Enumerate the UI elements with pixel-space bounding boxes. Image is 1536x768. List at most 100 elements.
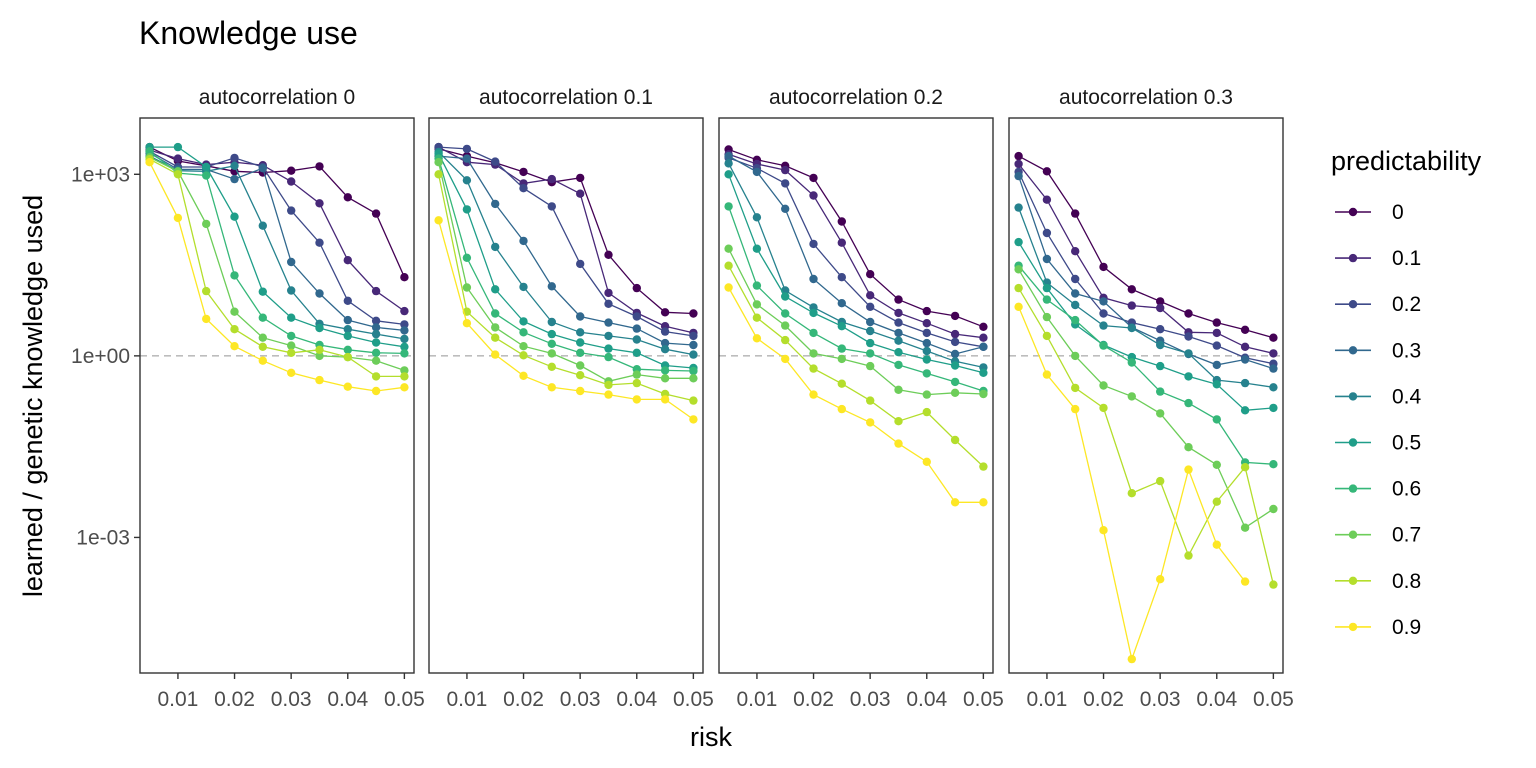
data-point [1240, 355, 1250, 364]
data-point [519, 184, 528, 193]
data-point [145, 147, 154, 156]
data-point [371, 372, 381, 381]
data-point [781, 292, 790, 301]
series-line [1018, 265, 1274, 465]
data-point [1127, 285, 1137, 294]
legend-label: 0.3 [1392, 339, 1421, 362]
data-point [922, 457, 931, 466]
data-point [315, 289, 324, 298]
data-point [576, 386, 585, 396]
data-point [894, 360, 903, 370]
data-point [837, 299, 846, 308]
data-point [1269, 460, 1278, 469]
data-point [547, 202, 556, 211]
data-point [230, 174, 239, 184]
panel-border [718, 117, 994, 674]
data-point [1269, 349, 1278, 358]
data-point [689, 366, 698, 376]
data-point [724, 202, 733, 211]
data-point [287, 177, 296, 186]
data-point [1042, 295, 1052, 304]
data-point [866, 270, 875, 279]
legend-entry: 0.6 [1335, 478, 1421, 501]
series-line [727, 206, 984, 392]
x-tick-label: 0.04 [327, 688, 368, 711]
data-point [866, 302, 875, 311]
data-point [400, 366, 409, 375]
x-tick-label: 0.05 [1253, 688, 1294, 711]
legend-label: 0.9 [1392, 616, 1421, 639]
data-point [315, 162, 324, 171]
series-0.7 [1014, 265, 1278, 532]
data-point [434, 170, 443, 179]
data-point [371, 316, 381, 325]
data-point [434, 158, 443, 167]
legend-key-point [1348, 622, 1358, 632]
data-point [1156, 325, 1165, 334]
data-point [1212, 318, 1222, 327]
series-0.3 [724, 151, 988, 359]
data-point [1184, 551, 1193, 560]
data-point [491, 350, 500, 359]
data-point [604, 380, 613, 390]
data-point [576, 361, 585, 370]
series-line [727, 174, 984, 374]
data-point [519, 317, 528, 326]
data-point [462, 205, 472, 214]
series-line [1017, 207, 1274, 388]
data-point [462, 253, 472, 262]
data-point [604, 288, 613, 298]
legend-entry: 0.3 [1335, 339, 1421, 362]
data-point [1212, 540, 1222, 549]
data-point [315, 323, 324, 333]
facet-panels: autocorrelation 0 0.01 0.02 0.03 0.04 0.05 1e+… [71, 86, 1294, 711]
legend-entry: 0.9 [1335, 616, 1421, 639]
data-point [724, 283, 733, 292]
data-point [576, 312, 585, 321]
data-point [660, 366, 670, 375]
data-point [660, 395, 670, 404]
data-point [576, 189, 585, 198]
data-point [371, 338, 381, 347]
series-0.2 [434, 142, 698, 341]
data-point [689, 350, 698, 359]
data-point [837, 404, 846, 414]
data-point [1240, 325, 1250, 334]
data-point [1014, 265, 1023, 274]
series-0.5 [724, 170, 988, 377]
data-point [809, 173, 818, 183]
legend-label: 0.8 [1392, 570, 1421, 593]
data-point [894, 308, 903, 318]
data-point [866, 396, 875, 405]
series-line [437, 174, 694, 402]
data-point [202, 171, 211, 180]
data-point [950, 337, 960, 347]
y-tick-label: 1e+00 [71, 345, 130, 368]
series-line [149, 158, 405, 378]
data-point [866, 418, 875, 427]
data-point [1212, 497, 1222, 506]
data-point [1240, 406, 1250, 415]
facet-panel: autocorrelation 0.2 0.01 0.02 0.03 0.04 0.05 [718, 86, 1004, 711]
data-point [781, 179, 790, 188]
series-0.7 [434, 158, 698, 386]
series-line [149, 150, 405, 326]
data-point [258, 221, 267, 230]
x-tick-label: 0.04 [616, 688, 657, 711]
data-point [894, 439, 903, 448]
series-line [438, 151, 694, 356]
data-point [462, 154, 472, 163]
data-point [752, 213, 762, 222]
legend-label: 0.4 [1392, 385, 1422, 408]
x-tick-label: 0.03 [271, 688, 312, 711]
legend-entry: 0.5 [1335, 432, 1421, 455]
data-point [781, 165, 790, 175]
data-point [491, 242, 500, 252]
data-point [230, 153, 239, 163]
series-0.3 [434, 151, 698, 350]
data-point [1156, 303, 1165, 313]
data-point [371, 356, 381, 365]
data-point [519, 351, 528, 360]
legend-entry: 0.7 [1335, 524, 1421, 547]
